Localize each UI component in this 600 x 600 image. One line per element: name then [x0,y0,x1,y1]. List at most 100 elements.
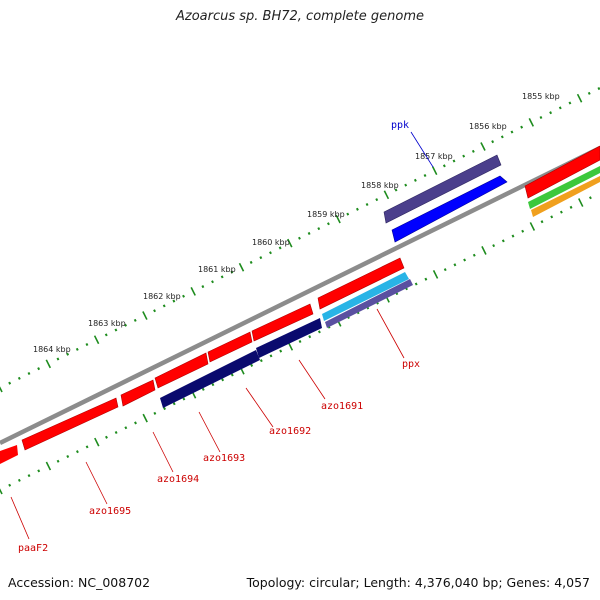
outer-scale-major-tick [0,386,3,393]
scale-label-1864: 1864 kbp [33,345,71,354]
gene-right-red[interactable] [524,145,600,199]
inner-scale-minor-tick [250,363,254,367]
outer-scale-minor-tick [182,294,185,298]
gene-azo1693[interactable] [154,352,209,389]
inner-scale-minor-tick [540,220,544,224]
gene-ppk-bottom[interactable] [391,175,508,243]
inner-scale-minor-tick [501,239,505,243]
gene-azo1691[interactable] [251,303,314,342]
outer-scale-minor-tick [549,111,553,115]
gene-azo1695[interactable] [21,397,119,451]
outer-scale-minor-tick [162,304,166,308]
outer-scale-major-tick [287,238,293,248]
outer-scale-minor-tick [124,323,128,327]
outer-scale-major-tick [93,335,100,345]
inner-scale-minor-tick [230,373,234,377]
gene-label-azo1695[interactable]: azo1695 [89,506,131,517]
inner-scale-minor-tick [66,454,70,458]
scale-label-1859: 1859 kbp [307,210,345,219]
azo1693-leader [198,411,221,453]
inner-scale-major-tick [94,437,100,447]
inner-scale-minor-tick [424,277,428,281]
gene-paaF2[interactable] [0,445,18,464]
outer-scale-minor-tick [211,280,214,284]
gene-navy-short[interactable] [256,318,322,358]
scale-labels: 1855 kbp 1856 kbp 1857 kbp 1858 kbp 1859… [33,92,560,354]
inner-scale-minor-tick [172,402,176,406]
inner-scale-major-tick [529,222,536,231]
outer-scale-minor-tick [471,149,475,153]
forward-strand-genes [0,145,600,464]
outer-scale-minor-tick [172,299,176,303]
gene-label-azo1693[interactable]: azo1693 [203,453,245,464]
gene-label-ppx[interactable]: ppx [402,359,420,370]
outer-scale-major-tick [45,359,52,369]
outer-scale-minor-tick [56,357,60,361]
inner-scale-major-tick [45,461,52,471]
inner-scale-minor-tick [521,229,525,233]
inner-scale-minor-tick [492,244,496,248]
outer-scale-minor-tick [201,285,205,289]
outer-scale-minor-tick [17,376,21,380]
inner-scale-major-tick [0,488,3,495]
gene-ppk-top[interactable] [383,154,502,224]
azo1691-leader [298,359,326,400]
gene-ppx-partner[interactable] [317,257,405,310]
outer-scale-minor-tick [37,367,41,371]
gene-label-ppk[interactable]: ppk [391,120,409,131]
inner-scale-minor-tick [27,474,31,478]
outer-scale-minor-tick [27,371,31,376]
ppx-leader [376,308,405,359]
outer-scale-minor-tick [220,275,224,279]
gene-label-azo1694[interactable]: azo1694 [157,474,199,485]
outer-scale-major-tick [142,311,148,320]
gene-azo1694[interactable] [120,379,156,407]
azo1694-leader [152,431,174,473]
inner-scale-minor-tick [76,450,79,454]
outer-scale-minor-tick [104,333,108,337]
inner-scale-minor-tick [463,258,467,262]
outer-scale-minor-tick [8,381,12,385]
gene-green[interactable] [528,166,600,209]
azo1692-leader [245,387,274,428]
gene-label-azo1692[interactable]: azo1692 [269,426,311,437]
outer-scale-major-tick [528,117,535,127]
inner-scale-minor-tick [298,339,302,343]
gene-ppx-cyan[interactable] [322,272,409,321]
gene-azo1692[interactable] [207,331,253,363]
outer-scale-minor-tick [327,222,330,226]
outer-scale-minor-tick [558,106,562,110]
gene-label-paaF2[interactable]: paaF2 [18,543,48,554]
outer-scale-minor-tick [153,309,156,313]
leader-lines [10,131,434,540]
inner-scale-minor-tick [124,426,128,430]
outer-scale-major-tick [335,214,341,224]
scale-label-1858: 1858 kbp [361,181,399,190]
outer-scale-minor-tick [317,227,321,231]
inner-scale-minor-tick [414,282,418,286]
outer-scale-minor-tick [75,347,79,351]
outer-scale-major-tick [383,190,390,200]
scale-label-1862: 1862 kbp [143,292,181,301]
scale-label-1863: 1863 kbp [88,319,126,328]
gene-ppx-purple[interactable] [325,279,413,328]
outer-scale-minor-tick [423,173,427,178]
scale-label-1855: 1855 kbp [522,92,560,101]
outer-scale-minor-tick [259,256,263,260]
gene-label-azo1691[interactable]: azo1691 [321,401,363,412]
inner-scale-minor-tick [511,234,515,238]
scale-label-1861: 1861 kbp [198,265,236,274]
inner-scale-minor-tick [37,469,41,473]
gene-navy-long[interactable] [160,350,260,408]
genome-title: Azoarcus sp. BH72, complete genome [175,9,425,24]
inner-scale-minor-tick [472,253,476,257]
genome-summary-text: Topology: circular; Length: 4,376,040 bp… [246,575,590,590]
outer-scale-minor-tick [355,207,359,211]
inner-scale-minor-tick [201,387,205,391]
gene-orange[interactable] [531,176,600,217]
outer-scale-minor-tick [404,183,408,187]
outer-scale-minor-tick [568,101,572,105]
inner-scale-minor-tick [569,205,573,209]
